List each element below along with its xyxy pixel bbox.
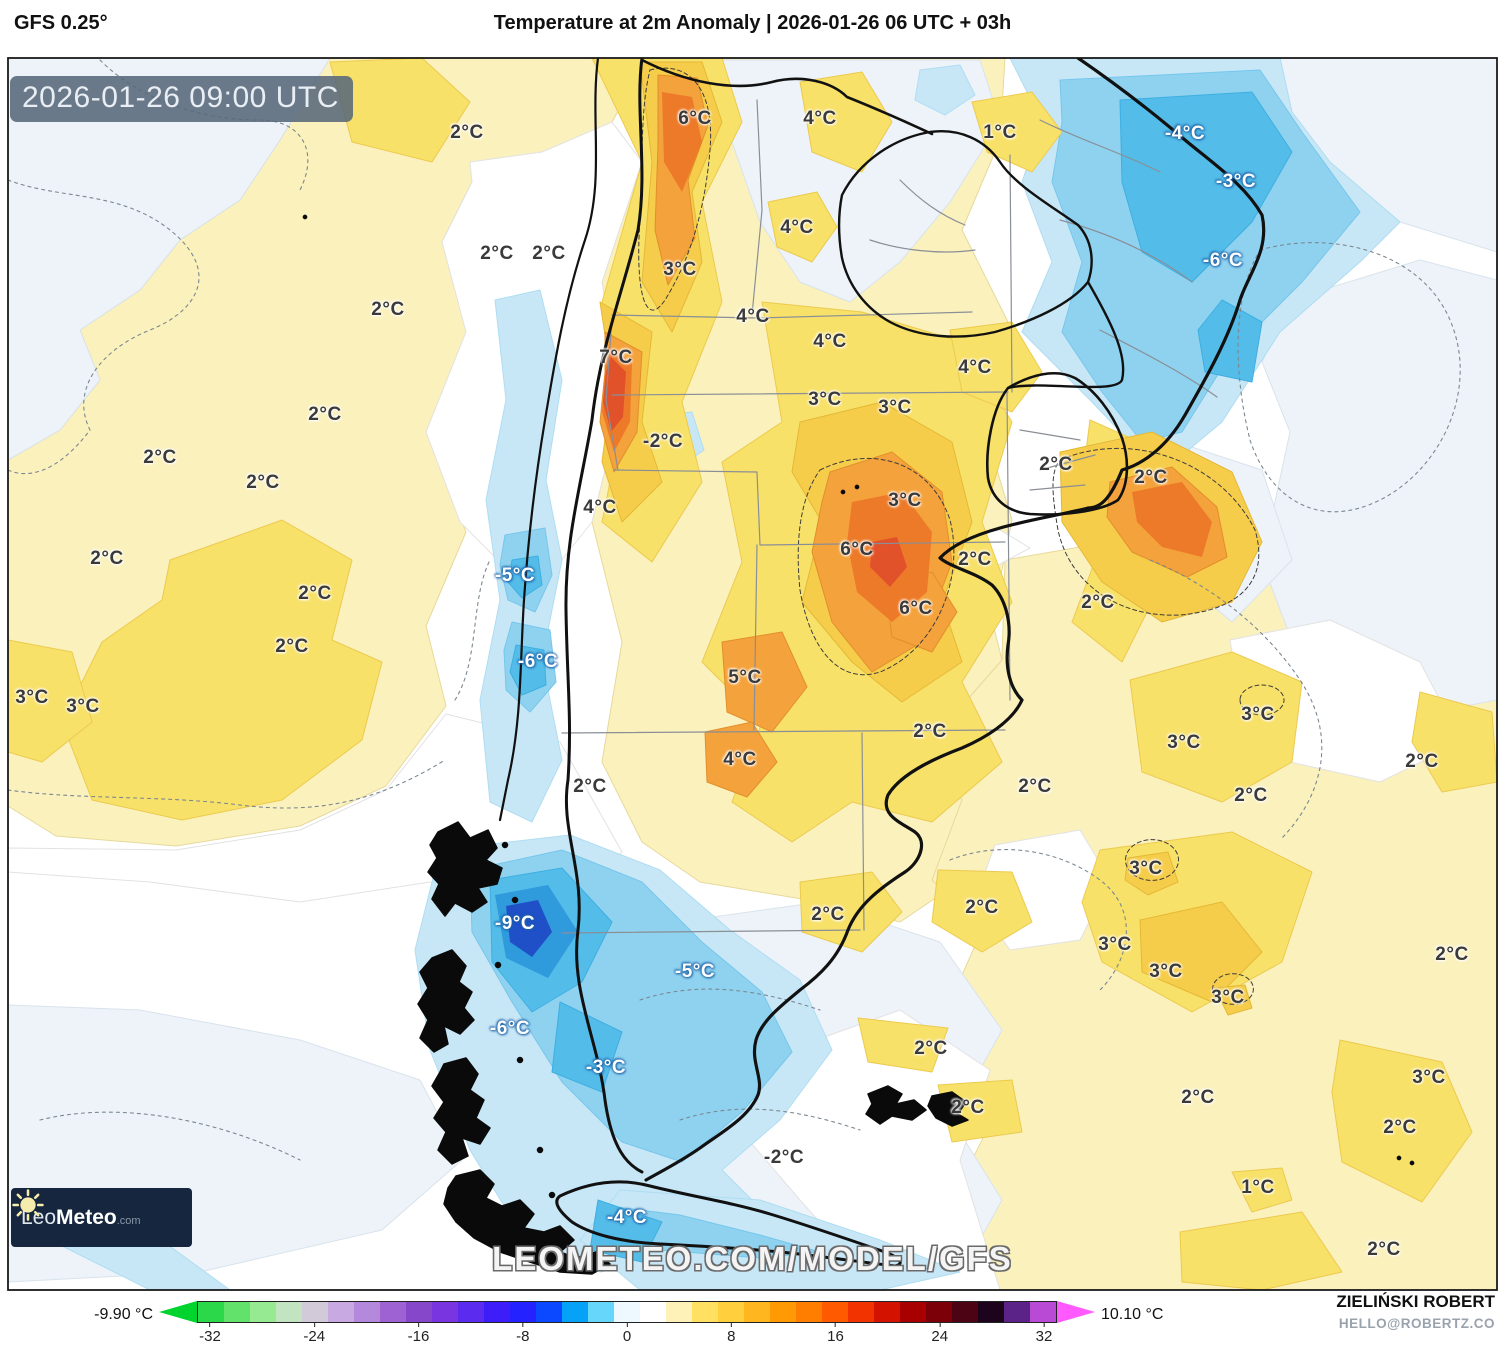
watermark: LEOMETEO.COM/MODEL/GFS [492, 1240, 1013, 1277]
credit-email: HELLO@ROBERTZ.CO [1338, 1316, 1495, 1331]
colorbar-segment [406, 1302, 432, 1322]
colorbar-ticks: -32 -24 -16 -8 0 8 16 24 32 [197, 1323, 1057, 1345]
colorbar-segment [666, 1302, 692, 1322]
colorbar-tick: -16 [408, 1323, 429, 1345]
fjord-coastline [302, 214, 1415, 1275]
colorbar-segment [952, 1302, 978, 1322]
colorbar [159, 1301, 1095, 1323]
colorbar-tick: 16 [827, 1323, 844, 1345]
colorbar-tick: 24 [931, 1323, 948, 1345]
colorbar-segment [354, 1302, 380, 1322]
falkland-islands [865, 1085, 927, 1125]
colorbar-min-label: -9.90 °C [94, 1306, 153, 1323]
colorbar-arrow-left [159, 1301, 197, 1323]
colorbar-segment [744, 1302, 770, 1322]
colorbar-segment [484, 1302, 510, 1322]
page-title: Temperature at 2m Anomaly | 2026-01-26 0… [493, 12, 1012, 34]
model-label: GFS 0.25° [14, 12, 108, 34]
colorbar-track [197, 1301, 1057, 1323]
colorbar-segment [458, 1302, 484, 1322]
colorbar-segment [770, 1302, 796, 1322]
colorbar-segment [1004, 1302, 1030, 1322]
colorbar-segment [848, 1302, 874, 1322]
colorbar-segment [536, 1302, 562, 1322]
colorbar-tick: -24 [303, 1323, 325, 1345]
colorbar-segment [978, 1302, 1004, 1322]
header-bar: GFS 0.25° Temperature at 2m Anomaly | 20… [0, 0, 1505, 56]
colorbar-segment [1030, 1302, 1056, 1322]
country-borders [498, 58, 1266, 1268]
sun-icon [12, 1189, 44, 1221]
colorbar-tick: -32 [199, 1323, 221, 1345]
colorbar-segment [718, 1302, 744, 1322]
colorbar-segment [926, 1302, 952, 1322]
colorbar-segment [328, 1302, 354, 1322]
anomaly-region-cold-5 [506, 900, 552, 957]
colorbar-arrow-right [1057, 1301, 1095, 1323]
colorbar-segment [224, 1302, 250, 1322]
colorbar-segment [510, 1302, 536, 1322]
colorbar-tick: 8 [727, 1323, 735, 1345]
colorbar-segment [250, 1302, 276, 1322]
colorbar-segment [692, 1302, 718, 1322]
credit-author: ZIELIŃSKI ROBERT [1336, 1292, 1495, 1311]
province-borders [561, 99, 1218, 934]
colorbar-tick: -8 [516, 1323, 529, 1345]
leometeo-logo: LeoMeteo.com [11, 1188, 192, 1247]
colorbar-segment [276, 1302, 302, 1322]
colorbar-segment [588, 1302, 614, 1322]
colorbar-segment [796, 1302, 822, 1322]
colorbar-segment [874, 1302, 900, 1322]
colorbar-segment [302, 1302, 328, 1322]
colorbar-segment [198, 1302, 224, 1322]
colorbar-tick: 0 [623, 1323, 631, 1345]
colorbar-segment [614, 1302, 640, 1322]
colorbar-segment [432, 1302, 458, 1322]
colorbar-segment [380, 1302, 406, 1322]
colorbar-segment [640, 1302, 666, 1322]
map-frame [7, 57, 1498, 1291]
colorbar-segment [562, 1302, 588, 1322]
colorbar-segment [822, 1302, 848, 1322]
colorbar-segment [900, 1302, 926, 1322]
colorbar-max-label: 10.10 °C [1101, 1306, 1164, 1323]
colorbar-tick: 32 [1036, 1323, 1052, 1345]
timestamp-badge: 2026-01-26 09:00 UTC [10, 76, 353, 122]
